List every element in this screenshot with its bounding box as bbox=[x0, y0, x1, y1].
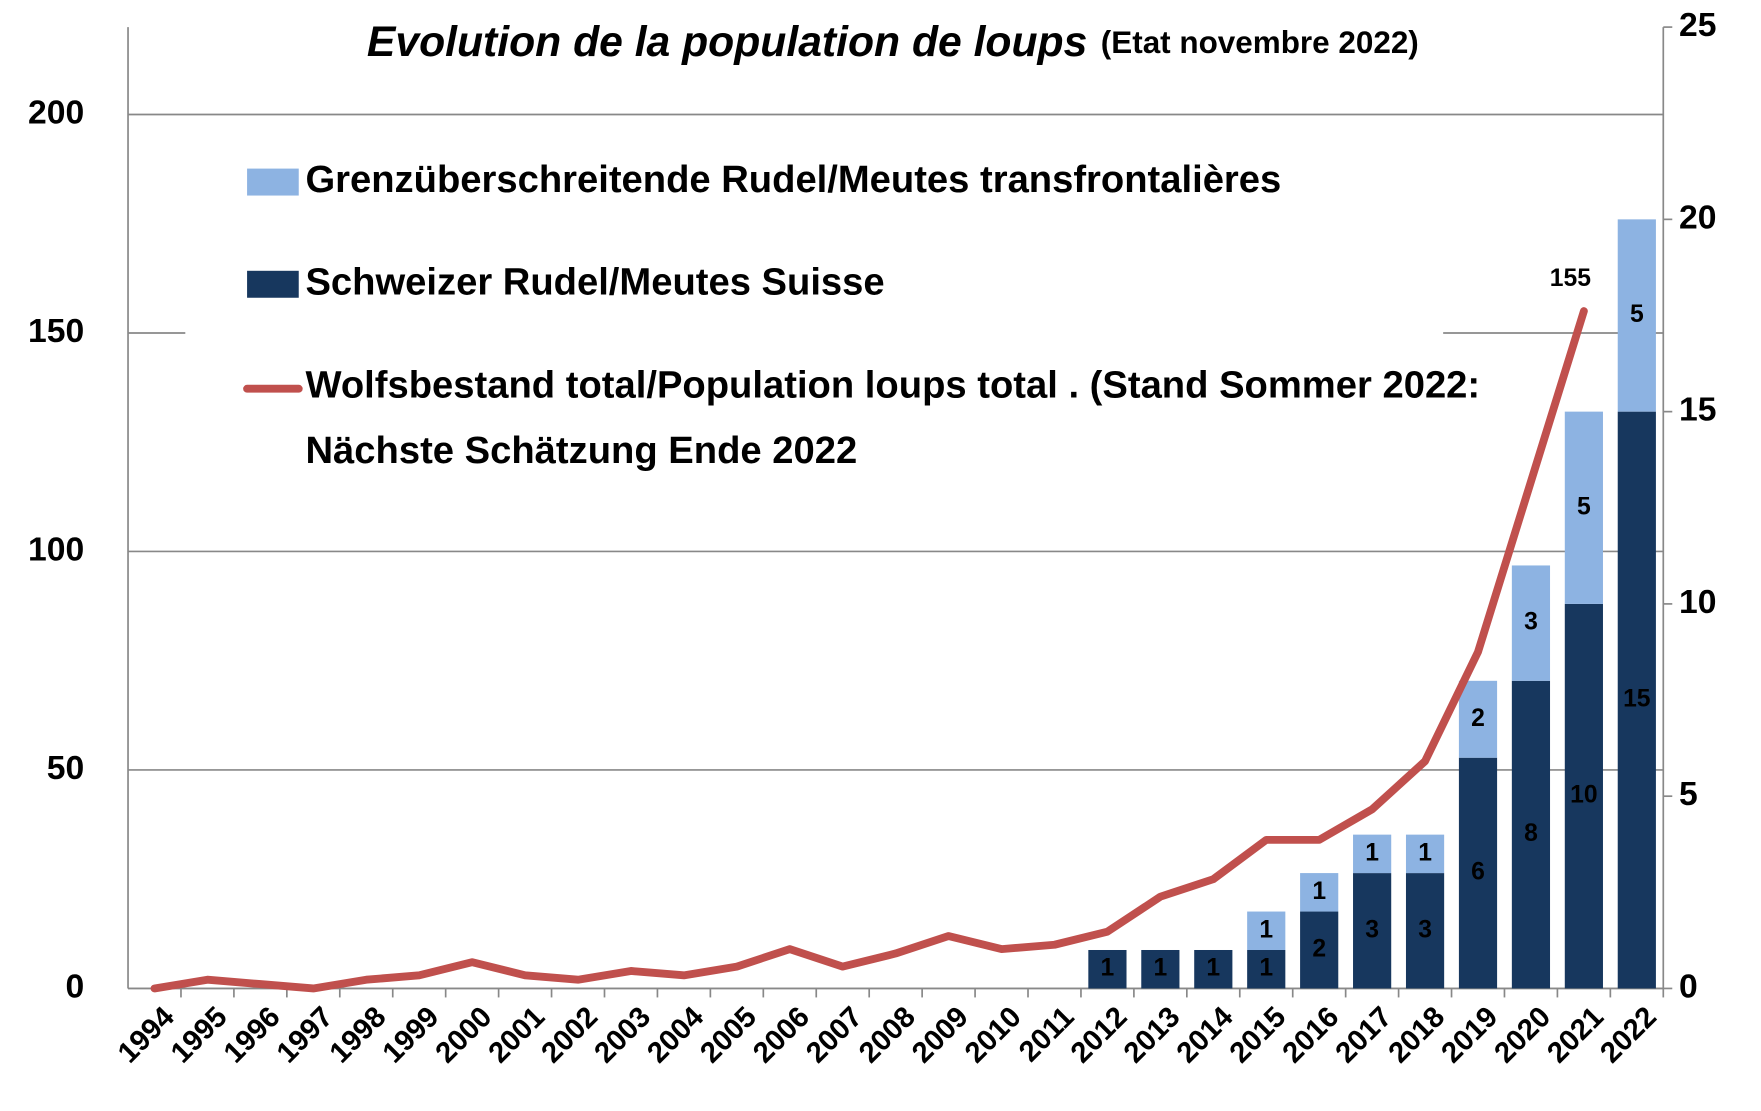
bar-label: 10 bbox=[1570, 782, 1597, 809]
y-tick-label: 150 bbox=[28, 313, 84, 350]
bar bbox=[1088, 949, 1127, 989]
bar-label: 1 bbox=[1365, 839, 1379, 866]
y2-tick-label: 0 bbox=[1679, 968, 1698, 1005]
bar bbox=[1353, 873, 1392, 989]
legend-label: Grenzüberschreitende Rudel/Meutes transf… bbox=[305, 158, 1281, 201]
bar bbox=[1194, 949, 1233, 989]
bar bbox=[1617, 411, 1656, 989]
legend-label: Wolfsbestand total/Population loups tota… bbox=[305, 364, 1481, 472]
legend-swatch bbox=[247, 270, 299, 298]
y-tick-label: 50 bbox=[47, 750, 84, 787]
bar-label: 2 bbox=[1471, 705, 1485, 732]
bar-label: 3 bbox=[1418, 916, 1432, 943]
y2-tick-label: 15 bbox=[1679, 392, 1716, 429]
bar-label: 8 bbox=[1524, 820, 1538, 847]
line bbox=[150, 307, 1588, 993]
bar-label: 15 bbox=[1623, 686, 1651, 713]
y2-tick-label: 25 bbox=[1679, 7, 1716, 44]
bar bbox=[1458, 757, 1498, 989]
bar-label: 3 bbox=[1365, 916, 1379, 943]
legend-background bbox=[185, 137, 1444, 519]
chart-subtitle: (Etat novembre 2022) bbox=[1101, 25, 1419, 60]
y-tick-label: 200 bbox=[28, 94, 84, 131]
bar-label: 1 bbox=[1418, 839, 1432, 866]
bar bbox=[1353, 834, 1392, 874]
bar-label: 1 bbox=[1206, 955, 1220, 982]
bar-label: 1 bbox=[1101, 955, 1115, 982]
bar-label: 1 bbox=[1259, 916, 1273, 943]
bar bbox=[1564, 411, 1603, 604]
chart-title: Evolution de la population de loups bbox=[367, 18, 1087, 66]
y2-tick-label: 10 bbox=[1679, 584, 1716, 621]
bar bbox=[1405, 834, 1445, 874]
legend-label-box: Wolfsbestand total/Population loups tota… bbox=[305, 364, 1481, 472]
bar-label: 2 bbox=[1312, 936, 1326, 963]
bar-label: 1 bbox=[1259, 955, 1273, 982]
y-tick-label: 100 bbox=[28, 531, 84, 568]
legend-label: Schweizer Rudel/Meutes Suisse bbox=[305, 260, 884, 303]
y2-tick-label: 5 bbox=[1679, 776, 1698, 813]
bar bbox=[1511, 680, 1551, 989]
line-label: 155 bbox=[1550, 265, 1591, 292]
bar bbox=[1405, 873, 1445, 989]
bar bbox=[1458, 680, 1498, 758]
bar bbox=[1247, 949, 1286, 989]
bar-label: 1 bbox=[1312, 878, 1326, 905]
bar bbox=[1247, 911, 1286, 950]
bar-label: 3 bbox=[1524, 609, 1538, 636]
bar bbox=[1617, 219, 1656, 412]
bar-label: 5 bbox=[1577, 493, 1591, 520]
bar-label: 5 bbox=[1630, 301, 1644, 328]
bar bbox=[1141, 949, 1180, 989]
legend-swatch bbox=[247, 168, 299, 196]
chart-title-group: Evolution de la population de loups (Etat… bbox=[367, 18, 1419, 66]
y2-tick-label: 20 bbox=[1679, 199, 1716, 236]
bar bbox=[1564, 603, 1603, 989]
bar-label: 1 bbox=[1153, 955, 1167, 982]
bar bbox=[1300, 911, 1339, 989]
bar-label: 6 bbox=[1471, 859, 1485, 886]
bar bbox=[1300, 873, 1339, 912]
y-tick-label: 0 bbox=[65, 968, 84, 1005]
bar bbox=[1511, 565, 1551, 681]
